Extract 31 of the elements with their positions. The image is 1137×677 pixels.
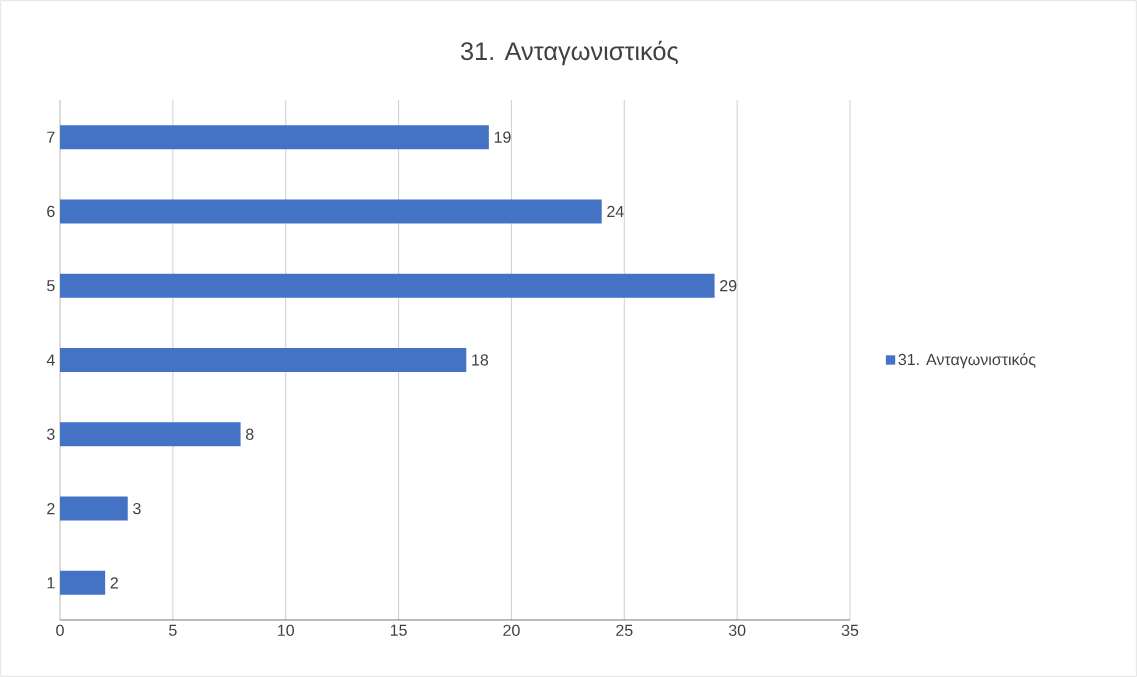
bar (60, 570, 106, 595)
bar (60, 273, 715, 298)
legend-label: 31. Ανταγωνιστικός (898, 352, 1036, 369)
x-tick-label: 35 (841, 624, 859, 637)
x-tick-label: 15 (390, 624, 407, 636)
bar (60, 125, 489, 150)
bar (60, 422, 241, 447)
y-tick-label: 6 (47, 205, 55, 218)
bar (60, 496, 128, 521)
x-tick-label: 30 (728, 624, 746, 637)
y-tick-label: 7 (47, 131, 55, 143)
bar (60, 347, 467, 372)
bar (60, 199, 602, 224)
data-label: 3 (133, 502, 141, 515)
y-tick-label: 2 (47, 502, 55, 515)
y-tick-label: 5 (47, 280, 55, 292)
data-label: 8 (245, 428, 254, 440)
data-label: 2 (110, 577, 118, 589)
y-tick-label: 1 (47, 577, 55, 589)
data-label: 24 (607, 205, 624, 218)
y-tick-label: 4 (46, 354, 55, 366)
data-label: 18 (472, 354, 489, 366)
x-tick-label: 0 (56, 624, 64, 637)
data-label: 29 (720, 280, 737, 292)
data-label: 19 (494, 131, 511, 143)
chart-title: 31. Ανταγωνιστικός (460, 40, 678, 66)
x-tick-label: 25 (616, 624, 633, 637)
x-tick-label: 20 (503, 624, 520, 637)
y-tick-label: 3 (47, 428, 55, 440)
x-tick-label: 5 (169, 624, 177, 636)
x-tick-label: 10 (278, 624, 294, 637)
